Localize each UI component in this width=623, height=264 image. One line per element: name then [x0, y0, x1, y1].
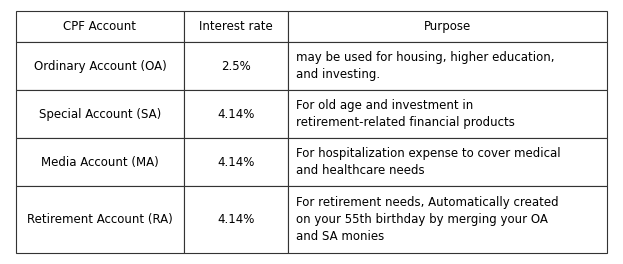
Text: 4.14%: 4.14%: [217, 156, 255, 169]
Bar: [16, 11, 184, 42]
Text: For hospitalization expense to cover medical
and healthcare needs: For hospitalization expense to cover med…: [296, 147, 561, 177]
Bar: [16, 138, 184, 186]
Bar: [184, 90, 288, 138]
Text: For retirement needs, Automatically created
on your 55th birthday by merging you: For retirement needs, Automatically crea…: [296, 196, 558, 243]
Bar: [288, 42, 607, 90]
Text: 4.14%: 4.14%: [217, 108, 255, 121]
Text: 4.14%: 4.14%: [217, 213, 255, 226]
Bar: [288, 11, 607, 42]
Text: For old age and investment in
retirement-related financial products: For old age and investment in retirement…: [296, 99, 515, 129]
Text: Ordinary Account (OA): Ordinary Account (OA): [34, 60, 166, 73]
Bar: [16, 42, 184, 90]
Text: Retirement Account (RA): Retirement Account (RA): [27, 213, 173, 226]
Bar: [288, 186, 607, 253]
Text: Special Account (SA): Special Account (SA): [39, 108, 161, 121]
Bar: [184, 186, 288, 253]
Text: CPF Account: CPF Account: [64, 20, 136, 33]
Text: 2.5%: 2.5%: [221, 60, 251, 73]
Bar: [16, 90, 184, 138]
Bar: [288, 138, 607, 186]
Text: Purpose: Purpose: [424, 20, 471, 33]
Bar: [184, 11, 288, 42]
Text: Media Account (MA): Media Account (MA): [41, 156, 159, 169]
Bar: [184, 42, 288, 90]
Text: Interest rate: Interest rate: [199, 20, 273, 33]
Bar: [288, 90, 607, 138]
Text: may be used for housing, higher education,
and investing.: may be used for housing, higher educatio…: [296, 51, 554, 81]
Bar: [16, 186, 184, 253]
Bar: [184, 138, 288, 186]
